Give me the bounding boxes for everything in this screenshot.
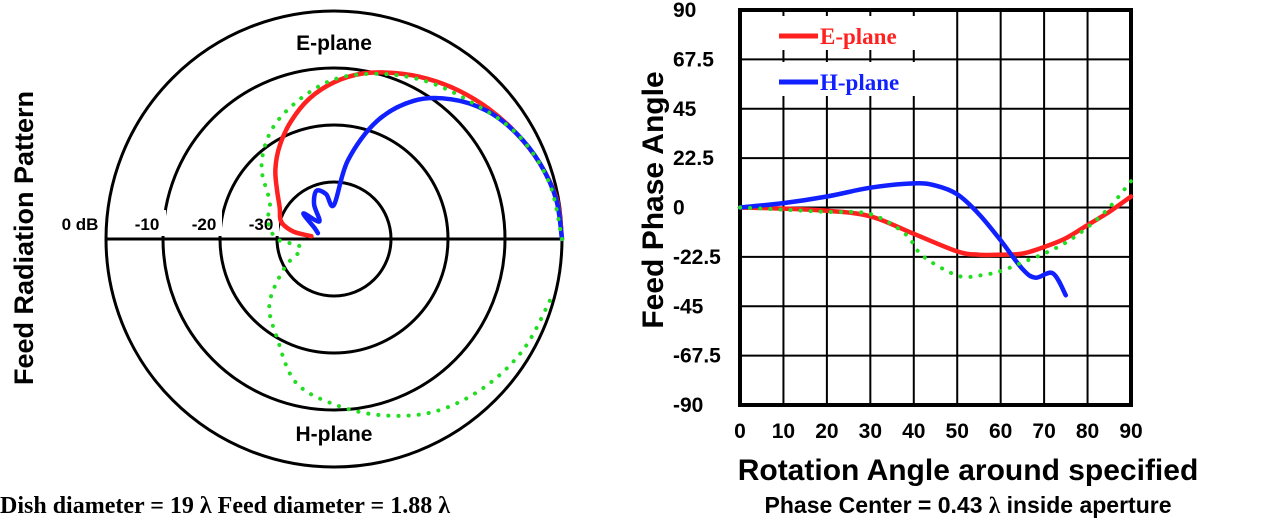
phase-series-e-plane — [737, 194, 1134, 258]
ring-label-0db: 0 dB — [62, 215, 99, 234]
y-tick-label: -22.5 — [673, 246, 721, 269]
ring-label-30db: -30 — [249, 215, 274, 234]
caption-lambda: λ — [989, 493, 1001, 518]
polar-caption: Dish diameter = 19 λ Feed diameter = 1.8… — [0, 493, 450, 519]
polar-e-plane-label: E-plane — [296, 32, 372, 55]
h-plane-label-bg — [294, 418, 374, 450]
legend-label-e-plane: E-plane — [820, 24, 897, 49]
x-tick-label: 20 — [815, 420, 838, 443]
caption-prefix: Phase Center = 0.43 — [765, 492, 989, 518]
ring-label-bg — [186, 210, 222, 236]
phase-legend: E-plane H-plane — [776, 16, 934, 96]
x-tick-label: 80 — [1076, 420, 1099, 443]
y-tick-label: 0 — [673, 197, 685, 220]
y-tick-label: -67.5 — [673, 345, 721, 368]
e-plane-label-bg — [294, 26, 374, 58]
polar-chart: Feed Radiation Pattern E-plane H-plane 0… — [0, 9, 565, 519]
y-tick-label: 67.5 — [673, 48, 714, 71]
phase-series-group — [737, 179, 1134, 298]
ring-label-bg — [56, 210, 104, 236]
x-tick-label: 0 — [734, 420, 746, 443]
polar-caption-text: Dish diameter = 19 λ Feed diameter = 1.8… — [0, 493, 450, 519]
polar-ylabel: Feed Radiation Pattern — [9, 91, 39, 385]
ring-labels: 0 dB -10 -20 -30 — [56, 210, 279, 236]
phase-ylabel: Feed Phase Angle — [637, 71, 670, 328]
polar-series-unnamed — [259, 71, 564, 418]
phase-xlabel: Rotation Angle around specified — [738, 454, 1199, 487]
phase-chart: Feed Phase Angle 0 10 20 30 40 50 60 70 80 90 90 67… — [637, 0, 1198, 518]
ring-label-bg — [130, 210, 166, 236]
y-tick-label: -45 — [673, 295, 704, 318]
x-tick-label: 60 — [989, 420, 1012, 443]
legend-bg — [776, 16, 934, 50]
polar-h-plane-label: H-plane — [295, 423, 372, 446]
legend-label-h-plane: H-plane — [820, 70, 899, 95]
polar-series-h-plane — [301, 95, 565, 242]
x-tick-label: 90 — [1119, 420, 1142, 443]
legend-bg — [776, 62, 934, 96]
polar-series-group — [259, 70, 565, 418]
y-tick-label: 45 — [673, 98, 697, 121]
phase-series-h-plane — [737, 181, 1069, 298]
x-tick-label: 10 — [772, 420, 795, 443]
ring-label-10db: -10 — [135, 215, 160, 234]
x-tick-label: 30 — [859, 420, 882, 443]
x-tick-label: 50 — [946, 420, 969, 443]
caption-suffix: inside aperture — [1000, 492, 1171, 518]
phase-caption: Phase Center = 0.43 λ inside aperture — [765, 492, 1172, 518]
ring-label-bg — [243, 210, 279, 236]
x-tick-label: 40 — [902, 420, 925, 443]
x-tick-label: 70 — [1032, 420, 1055, 443]
phase-tick-labels: 0 10 20 30 40 50 60 70 80 90 90 67.5 45 22.5 0 -22.5 -45… — [673, 0, 1143, 443]
ring-label-20db: -20 — [192, 215, 217, 234]
phase-series-unnamed — [738, 179, 1133, 280]
y-tick-label: 22.5 — [673, 147, 714, 170]
y-tick-label: -90 — [673, 394, 703, 417]
y-tick-label: 90 — [673, 0, 696, 22]
